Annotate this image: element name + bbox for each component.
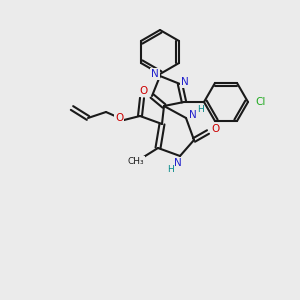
Text: H: H [167,164,173,173]
Text: O: O [140,86,148,96]
Text: N: N [151,69,159,79]
Text: N: N [181,77,189,87]
Text: O: O [115,113,123,123]
Text: N: N [174,158,182,168]
Text: H: H [196,106,203,115]
Text: CH₃: CH₃ [128,157,144,166]
Text: N: N [189,110,197,120]
Text: O: O [211,124,219,134]
Text: Cl: Cl [256,97,266,107]
